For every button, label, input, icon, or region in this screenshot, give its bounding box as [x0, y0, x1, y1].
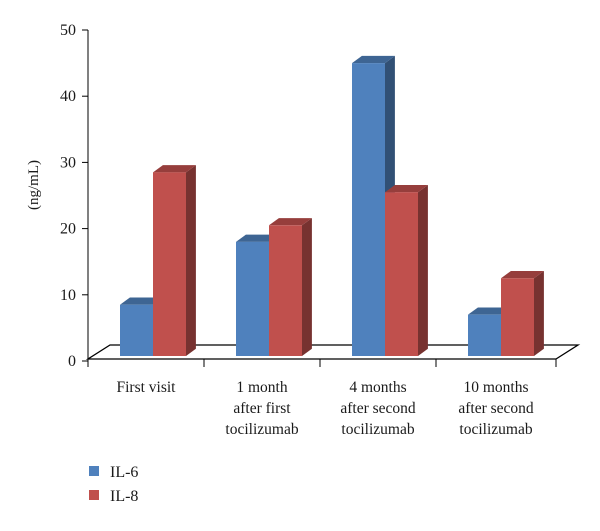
bar-il-8-1	[153, 165, 196, 356]
bar-front	[236, 241, 269, 356]
bar-front	[501, 278, 534, 356]
bar-side	[418, 184, 428, 356]
bar-front	[352, 63, 385, 356]
bar-top	[120, 297, 163, 305]
y-axis-title: (ng/mL)	[26, 160, 42, 210]
legend: IL-6 IL-8	[89, 464, 138, 505]
legend-item-il-8: IL-8	[89, 488, 138, 505]
bar-top	[236, 234, 279, 242]
y-tick-label: 50	[60, 22, 76, 39]
bar-side	[186, 165, 196, 356]
legend-label: IL-8	[110, 488, 138, 505]
bar-il-8-4	[501, 271, 544, 356]
bar-top	[352, 55, 395, 64]
x-category-label: First visit	[116, 379, 176, 396]
x-category-label-line: after first	[233, 400, 291, 417]
bar-top	[501, 271, 544, 279]
x-category-label-line: after second	[340, 400, 416, 417]
x-category-label: 1 month after first tocilizumab	[225, 379, 298, 438]
bar-side	[534, 271, 544, 356]
bar-top	[468, 307, 511, 315]
bar-side	[302, 218, 312, 356]
axis-layer: 0 10 20 30 40 50	[60, 22, 581, 370]
x-category-label-line: 1 month	[236, 379, 287, 396]
y-tick-label: 40	[60, 88, 76, 105]
chart-floor	[85, 344, 581, 360]
bar-top	[153, 165, 196, 173]
x-category-label: 4 months after second tocilizumab	[340, 379, 416, 438]
y-tick-label: 10	[60, 287, 76, 304]
y-tick-label: 0	[68, 353, 76, 370]
bar-front	[385, 192, 418, 356]
bar-front	[153, 172, 186, 356]
x-category-label-line: First visit	[116, 379, 176, 396]
legend-swatch	[89, 466, 99, 476]
x-category-label-line: tocilizumab	[341, 421, 414, 438]
bar-front	[120, 304, 153, 356]
y-tick-label: 20	[60, 221, 76, 238]
x-category-label: 10 months after second tocilizumab	[458, 379, 534, 438]
bar-il-8-2	[269, 218, 312, 356]
bar-front	[468, 314, 501, 356]
x-category-label-line: tocilizumab	[459, 421, 532, 438]
bars-layer	[120, 55, 544, 357]
x-category-label-line: 10 months	[463, 379, 528, 396]
legend-swatch	[89, 490, 99, 500]
bar-front	[269, 225, 302, 356]
x-category-label-line: after second	[458, 400, 534, 417]
legend-item-il-6: IL-6	[89, 464, 138, 481]
bar-top	[385, 184, 428, 193]
x-category-label-line: tocilizumab	[225, 421, 298, 438]
legend-label: IL-6	[110, 464, 138, 481]
y-tick-label: 30	[60, 154, 76, 171]
bar-top	[269, 218, 312, 226]
labels-layer: First visit 1 month after first tocilizumab…	[116, 379, 533, 438]
x-category-label-line: 4 months	[349, 379, 406, 396]
bar-il-8-3	[385, 184, 428, 356]
